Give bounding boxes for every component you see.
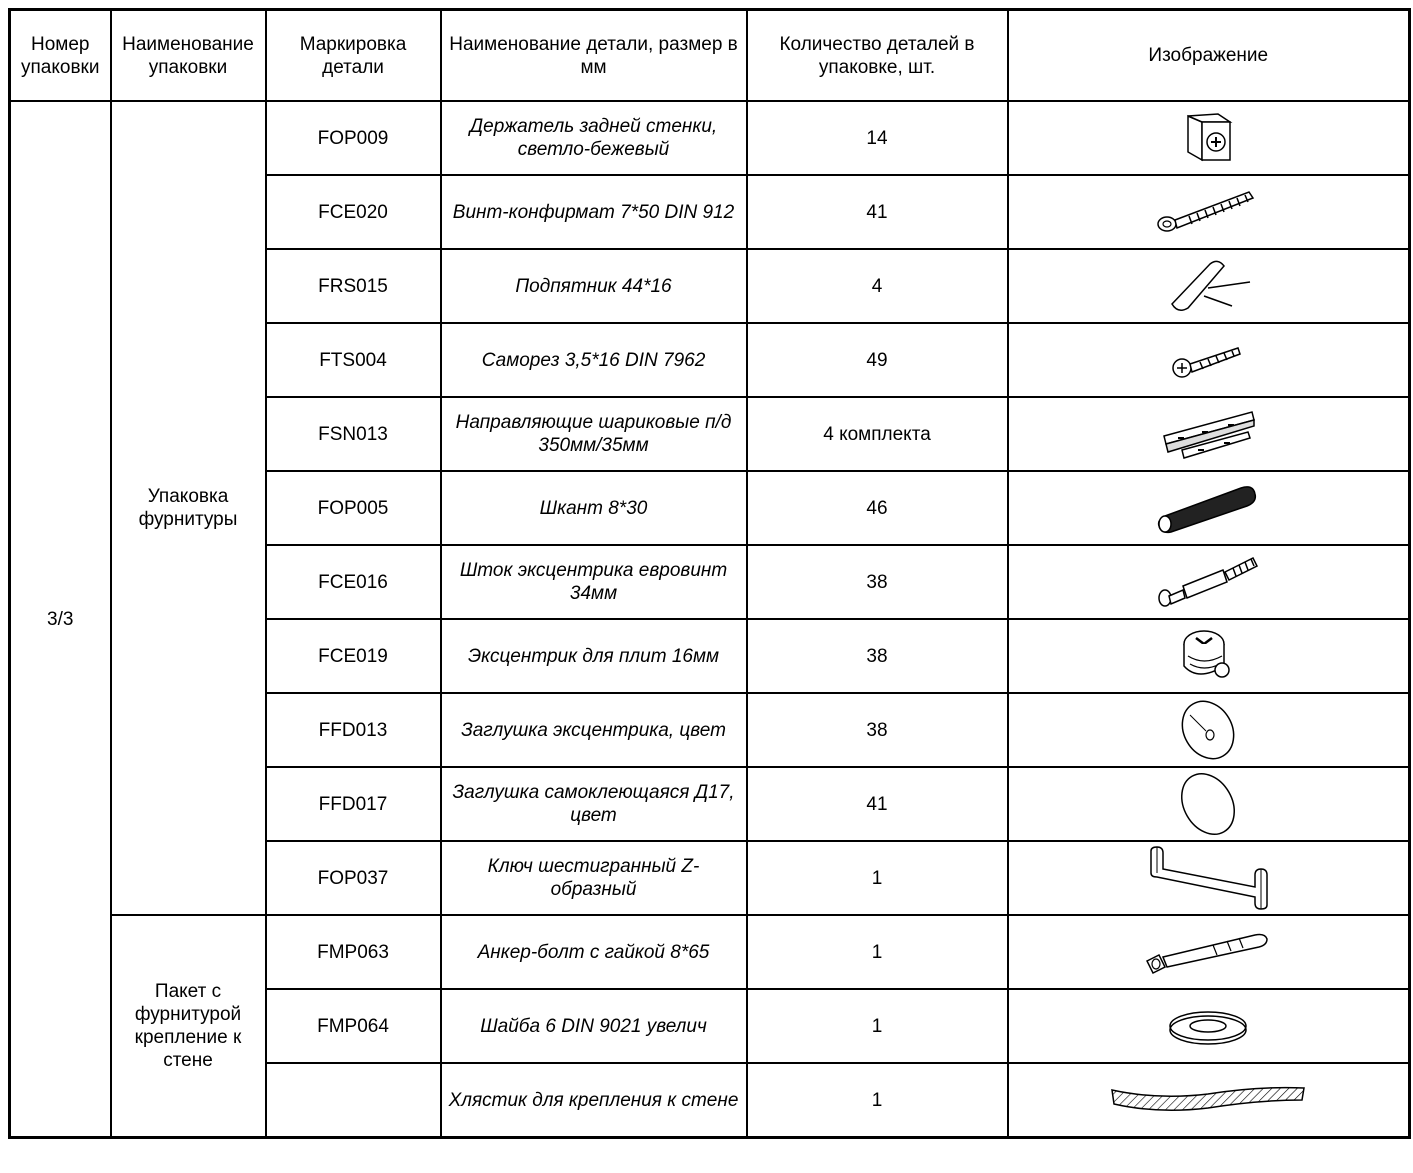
part-qty: 38 (745, 618, 1009, 694)
part-code: FOP005 (264, 470, 442, 546)
part-qty: 38 (745, 692, 1009, 768)
part-qty: 41 (745, 766, 1009, 842)
part-name: Винт-конфирмат 7*50 DIN 912 (439, 174, 748, 250)
part-image (1006, 692, 1411, 768)
part-image (1006, 322, 1411, 398)
part-image (1006, 248, 1411, 324)
part-image (1006, 914, 1411, 990)
part-code: FFD017 (264, 766, 442, 842)
back-panel-holder-icon (1187, 113, 1233, 162)
part-image (1006, 396, 1411, 472)
pack-number: 3/3 (8, 100, 112, 1139)
header-marking: Маркировка детали (264, 8, 442, 102)
part-name: Шайба 6 DIN 9021 увелич (439, 988, 748, 1064)
part-code: FOP037 (264, 840, 442, 916)
part-image (1006, 766, 1411, 842)
part-name: Заглушка эксцентрика, цвет (439, 692, 748, 768)
washer-icon (1169, 1011, 1247, 1045)
part-qty: 14 (745, 100, 1009, 176)
part-name: Заглушка самоклеющаяся Д17, цвет (439, 766, 748, 842)
header-pack-name: Наименование упаковки (109, 8, 267, 102)
header-image: Изображение (1006, 8, 1411, 102)
part-qty: 4 (745, 248, 1009, 324)
table-row: 3/3 Упаковка фурнитуры FOP009 Держатель … (8, 100, 1411, 1139)
dowel-icon (1158, 486, 1257, 534)
part-image (1006, 470, 1411, 546)
table-row: FRS015 Подпятник 44*16 4 (10, 248, 1411, 324)
part-qty: 1 (745, 988, 1009, 1064)
part-qty: 38 (745, 544, 1009, 620)
table-row: FOP037 Ключ шестигранный Z-образный 1 (10, 840, 1411, 916)
header-part-name: Наименование детали, размер в мм (439, 8, 748, 102)
table-row: FTS004 Саморез 3,5*16 DIN 7962 49 (10, 322, 1411, 398)
part-code: FRS015 (264, 248, 442, 324)
table-row: FSN013 Направляющие шариковые п/д 350мм/… (10, 396, 1411, 472)
part-name: Ключ шестигранный Z-образный (439, 840, 748, 916)
part-qty: 1 (745, 1062, 1009, 1139)
table-row: Пакет с фурнитурой крепление к стене FMP… (10, 914, 1411, 1139)
cam-bolt-icon (1158, 556, 1259, 607)
part-code: FCE020 (264, 174, 442, 250)
header-row: Номер упаковки Наименование упаковки Мар… (8, 8, 1411, 102)
part-name: Саморез 3,5*16 DIN 7962 (439, 322, 748, 398)
part-image (1006, 100, 1411, 176)
part-qty: 49 (745, 322, 1009, 398)
table-row: FOP005 Шкант 8*30 46 (10, 470, 1411, 546)
part-code: FSN013 (264, 396, 442, 472)
part-name: Шток эксцентрика евровинт 34мм (439, 544, 748, 620)
part-name: Шкант 8*30 (439, 470, 748, 546)
part-name: Хлястик для крепления к стене (439, 1062, 748, 1139)
group-name: Упаковка фурнитуры (109, 100, 267, 916)
table-row: FCE016 Шток эксцентрика евровинт 34мм 38 (10, 544, 1411, 620)
confirmat-screw-icon (1157, 191, 1255, 232)
part-image (1006, 544, 1411, 620)
parts-table: Номер упаковки Наименование упаковки Мар… (8, 8, 1411, 1139)
part-code: FCE019 (264, 618, 442, 694)
wall-strap-icon (1111, 1086, 1306, 1111)
part-image (1006, 174, 1411, 250)
part-code (264, 1062, 442, 1139)
table-row: FFD013 Заглушка эксцентрика, цвет 38 (10, 692, 1411, 768)
hex-key-icon (1150, 846, 1268, 910)
part-name: Держатель задней стенки, светло-бежевый (439, 100, 748, 176)
part-code: FFD013 (264, 692, 442, 768)
part-image (1006, 988, 1411, 1064)
table-row: FFD017 Заглушка самоклеющаяся Д17, цвет … (10, 766, 1411, 842)
anchor-bolt-icon (1146, 933, 1269, 975)
part-code: FMP063 (264, 914, 442, 990)
header-pack-no: Номер упаковки (8, 8, 112, 102)
part-image (1006, 618, 1411, 694)
part-image (1006, 840, 1411, 916)
ball-slide-icon (1163, 411, 1256, 459)
part-name: Направляющие шариковые п/д 350мм/35мм (439, 396, 748, 472)
part-name: Подпятник 44*16 (439, 248, 748, 324)
part-qty: 41 (745, 174, 1009, 250)
part-name: Анкер-болт с гайкой 8*65 (439, 914, 748, 990)
cam-cap-icon (1181, 700, 1235, 760)
group-name: Пакет с фурнитурой крепление к стене (109, 914, 267, 1139)
part-qty: 1 (745, 840, 1009, 916)
part-code: FMP064 (264, 988, 442, 1064)
foot-pad-icon (1171, 260, 1251, 311)
self-tapping-screw-icon (1172, 347, 1242, 378)
part-qty: 4 комплекта (745, 396, 1009, 472)
part-code: FOP009 (264, 100, 442, 176)
part-code: FCE016 (264, 544, 442, 620)
part-image (1006, 1062, 1411, 1139)
cam-lock-icon (1183, 630, 1230, 678)
table-row: Хлястик для крепления к стене 1 (10, 1062, 1411, 1139)
table-row: FMP064 Шайба 6 DIN 9021 увелич 1 (10, 988, 1411, 1064)
table-row: FCE020 Винт-конфирмат 7*50 DIN 912 41 (10, 174, 1411, 250)
adhesive-cap-icon (1181, 773, 1236, 835)
part-name: Эксцентрик для плит 16мм (439, 618, 748, 694)
header-qty: Количество деталей в упаковке, шт. (745, 8, 1009, 102)
part-code: FTS004 (264, 322, 442, 398)
table-row: FCE019 Эксцентрик для плит 16мм 38 (10, 618, 1411, 694)
part-qty: 1 (745, 914, 1009, 990)
part-qty: 46 (745, 470, 1009, 546)
